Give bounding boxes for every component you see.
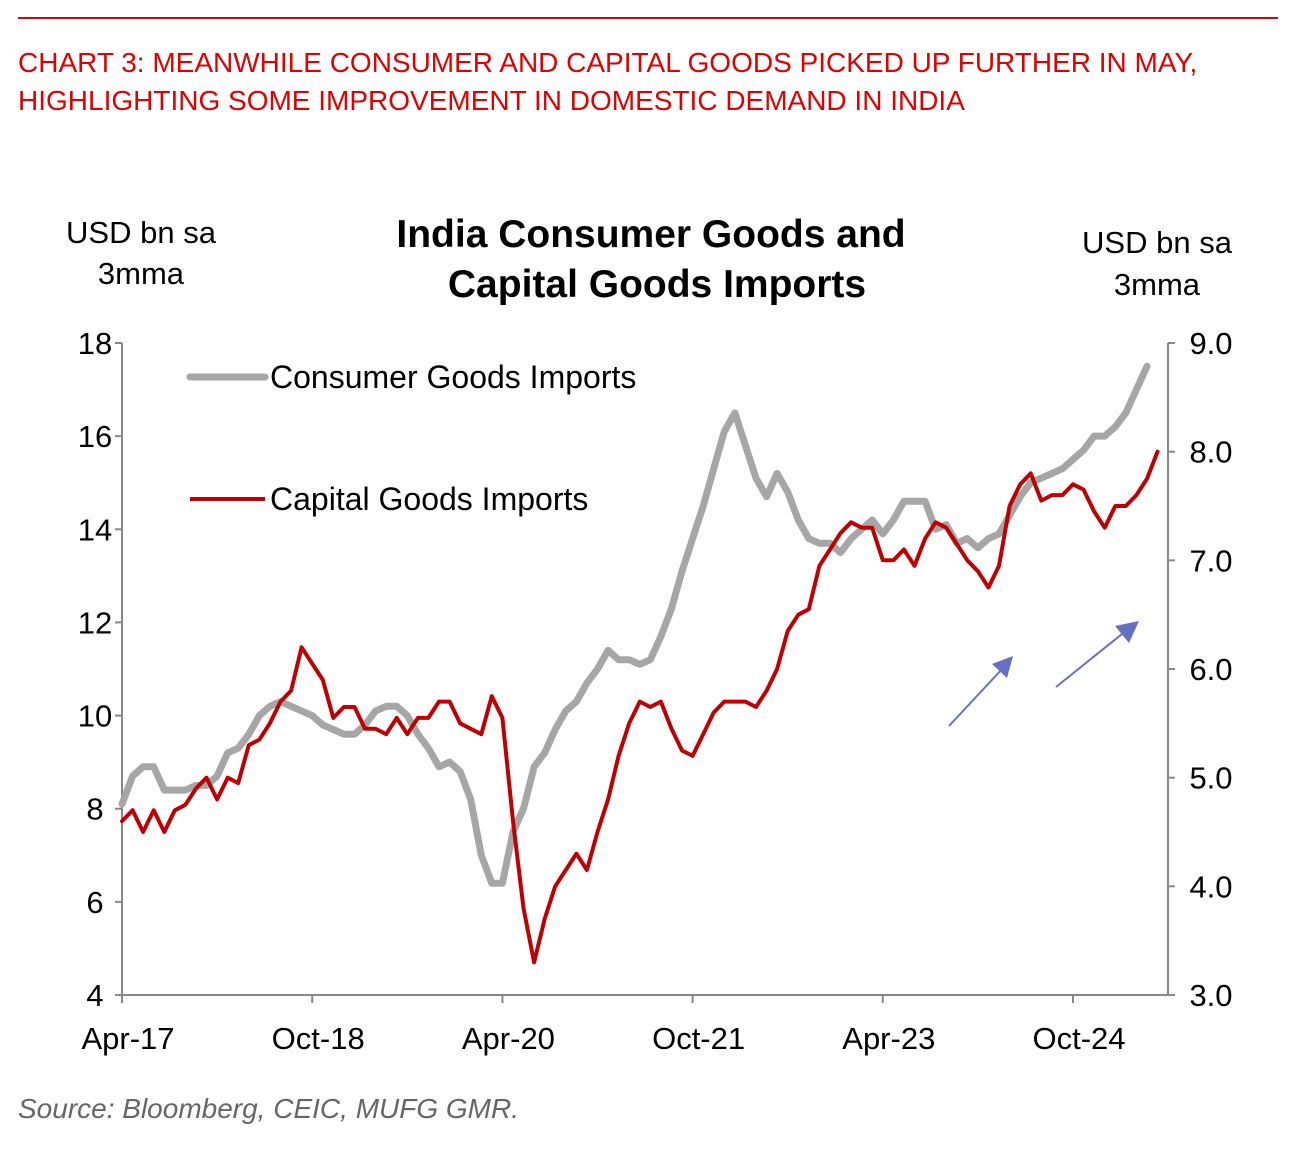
right-y-tick-label: 5.0 [1189,761,1232,796]
top-rule [18,17,1278,19]
right-axis-label-line2: 3mma [1114,267,1201,302]
right-y-tick-label: 4.0 [1189,869,1232,904]
arrow-2-shaft [1055,629,1128,688]
arrow-1-shaft [948,667,1004,727]
left-y-tick-label: 10 [78,699,112,734]
x-tick-label: Oct-18 [272,1021,365,1056]
arrow-2-head-icon [1115,621,1139,643]
right-y-tick-label: 3.0 [1189,978,1232,1013]
consumer-goods-line [118,362,1151,887]
left-y-tick-label: 18 [78,326,112,361]
annotation-arrows [948,621,1139,727]
right-y-tick-label: 9.0 [1189,326,1232,361]
left-y-tick-label: 8 [86,792,103,827]
capital-goods-line [120,449,1160,965]
chart-title-line1: India Consumer Goods and [396,213,905,256]
right-axis-label-line1: USD bn sa [1082,225,1233,260]
left-y-tick-label: 12 [78,605,112,640]
x-tick-label: Apr-23 [842,1021,935,1056]
left-axis-label-line1: USD bn sa [66,215,217,250]
left-y-tick-label: 16 [78,419,112,454]
chart-title-line2: Capital Goods Imports [448,263,866,306]
left-y-tick-label: 14 [78,512,112,547]
left-axis-label-line2: 3mma [98,256,185,291]
chart-headline: CHART 3: MEANWHILE CONSUMER AND CAPITAL … [18,47,1198,116]
legend: Consumer Goods Imports Capital Goods Imp… [186,359,636,517]
source-note: Source: Bloomberg, CEIC, MUFG GMR. [18,1093,520,1124]
legend-label-consumer: Consumer Goods Imports [270,359,636,395]
right-y-tick-label: 8.0 [1189,435,1232,470]
right-y-tick-label: 7.0 [1189,543,1232,578]
arrow-1-head-icon [992,656,1013,678]
legend-label-capital: Capital Goods Imports [270,481,588,517]
x-tick-label: Apr-17 [81,1021,174,1056]
x-tick-label: Oct-24 [1032,1021,1125,1056]
right-y-tick-label: 6.0 [1189,652,1232,687]
left-y-tick-label: 6 [86,885,103,920]
left-y-tick-label: 4 [86,978,103,1013]
x-tick-label: Oct-21 [652,1021,745,1056]
x-tick-label: Apr-20 [462,1021,555,1056]
